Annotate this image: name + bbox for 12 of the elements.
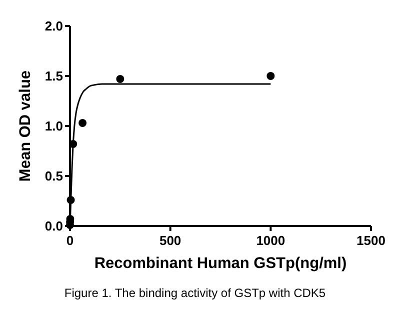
x-axis-title: Recombinant Human GSTp(ng/ml) (94, 255, 347, 272)
y-tick-label: 1.5 (44, 68, 63, 84)
y-tick-label: 2.0 (44, 18, 63, 34)
y-tick-label: 0.0 (44, 218, 63, 234)
x-tick-label: 1500 (356, 233, 386, 248)
y-tick-label: 1.0 (44, 118, 63, 134)
x-tick-label: 500 (159, 233, 182, 248)
x-tick-label: 0 (66, 233, 74, 248)
caption: Figure 1. The binding activity of GSTp with CDK5 (64, 286, 326, 300)
y-axis-title: Mean OD value (17, 70, 34, 182)
y-tick-label: 0.5 (44, 168, 63, 184)
x-tick-label: 1000 (256, 233, 286, 248)
